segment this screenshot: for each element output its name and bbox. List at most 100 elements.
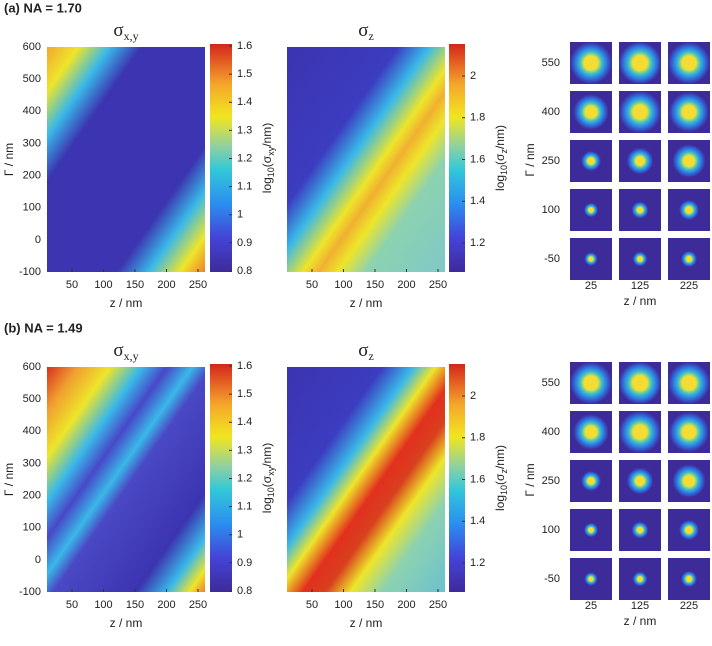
spot-col-label: 25 [585, 600, 597, 612]
spot-row-label: 100 [542, 524, 560, 536]
cb-sub: xy [266, 466, 276, 476]
colorbar-tick-label: 1.2 [237, 152, 252, 164]
x-axis-label: z / nm [350, 296, 383, 310]
cb-base: 10 [266, 167, 276, 177]
y-tick-label: 400 [23, 105, 41, 117]
colorbar-tick-label: 1.3 [237, 124, 252, 136]
x-tick-label: 100 [94, 279, 112, 291]
spot-image [668, 189, 710, 231]
spot-image [619, 91, 661, 133]
colorbar [449, 364, 465, 592]
title-subscript: z [368, 29, 373, 43]
spot-image [570, 91, 612, 133]
map-title: σz [358, 20, 374, 42]
spot-image [570, 362, 612, 404]
y-tick-label: 300 [23, 457, 41, 469]
cb-open: (σ [493, 473, 507, 485]
cb-close: /nm) [493, 445, 507, 469]
spot-image [619, 411, 661, 453]
spot-row-label: 400 [542, 106, 560, 118]
y-tick-label: 500 [23, 393, 41, 405]
colorbar-tick-label: 2 [470, 390, 476, 402]
y-axis-label: Γ / nm [2, 143, 16, 176]
x-tick-label: 100 [94, 599, 112, 611]
colorbar-tick-label: 1 [237, 529, 243, 541]
heatmap [47, 47, 205, 272]
map-title: σx,y [113, 340, 138, 362]
heatmap [287, 47, 445, 272]
cb-base: 10 [499, 165, 509, 175]
x-tick-label: 50 [66, 599, 78, 611]
map-title: σx,y [113, 20, 138, 42]
y-tick-label: 0 [35, 554, 41, 566]
x-tick-label: 200 [157, 279, 175, 291]
panel-label: (b) NA = 1.49 [4, 320, 83, 335]
y-tick-label: 0 [35, 234, 41, 246]
cb-prefix: log [260, 497, 274, 513]
spot-image [570, 509, 612, 551]
colorbar-tick-label: 1.3 [237, 444, 252, 456]
x-tick-label: 50 [66, 279, 78, 291]
x-axis-label: z / nm [110, 616, 143, 630]
spot-x-label: z / nm [624, 614, 657, 628]
x-tick-label: 150 [366, 279, 384, 291]
cb-open: (σ [260, 475, 274, 487]
colorbar-label: log10(σz/nm) [493, 125, 509, 191]
cb-open: (σ [260, 155, 274, 167]
colorbar-tick-label: 1.8 [470, 112, 485, 124]
spot-image [619, 558, 661, 600]
cb-open: (σ [493, 153, 507, 165]
colorbar-tick-label: 1.4 [470, 515, 485, 527]
spot-y-label: Γ / nm [523, 143, 537, 176]
spot-col-label: 225 [680, 600, 698, 612]
cb-sub: xy [266, 146, 276, 156]
cb-base: 10 [499, 485, 509, 495]
colorbar-tick-label: 1.4 [470, 195, 485, 207]
colorbar-tick-label: 0.9 [237, 557, 252, 569]
spot-image [570, 140, 612, 182]
spot-image [668, 362, 710, 404]
spot-row-label: -50 [544, 253, 560, 265]
y-tick-label: 600 [23, 361, 41, 373]
colorbar-tick-label: 1.2 [470, 557, 485, 569]
spot-image [570, 460, 612, 502]
y-tick-label: 400 [23, 425, 41, 437]
heatmap [287, 367, 445, 592]
colorbar-tick-label: 1.5 [237, 388, 252, 400]
colorbar-tick-label: 1.2 [470, 237, 485, 249]
x-tick-label: 200 [397, 599, 415, 611]
colorbar-tick-label: 1.1 [237, 181, 252, 193]
x-tick-label: 50 [306, 599, 318, 611]
colorbar-tick-label: 0.8 [237, 265, 252, 277]
x-tick-label: 250 [429, 599, 447, 611]
colorbar-label: log10(σxy/nm) [260, 443, 276, 513]
spot-image [619, 42, 661, 84]
x-tick-label: 250 [429, 279, 447, 291]
x-axis-label: z / nm [350, 616, 383, 630]
spot-image [570, 238, 612, 280]
cb-sub: z [499, 149, 509, 154]
colorbar-tick-label: 0.9 [237, 237, 252, 249]
title-subscript: x,y [124, 349, 139, 363]
cb-prefix: log [493, 175, 507, 191]
colorbar-tick-label: 1 [237, 209, 243, 221]
spot-image [668, 460, 710, 502]
spot-row-label: 550 [542, 57, 560, 69]
spot-image [619, 460, 661, 502]
colorbar [449, 44, 465, 272]
x-axis-label: z / nm [110, 296, 143, 310]
y-tick-label: 100 [23, 202, 41, 214]
spot-row-label: 400 [542, 426, 560, 438]
colorbar-tick-label: 1.6 [237, 360, 252, 372]
x-tick-label: 150 [126, 279, 144, 291]
colorbar-tick-label: 1.4 [237, 96, 252, 108]
cb-base: 10 [266, 487, 276, 497]
x-tick-label: 250 [189, 599, 207, 611]
colorbar-tick-label: 1.5 [237, 68, 252, 80]
cb-prefix: log [493, 495, 507, 511]
title-subscript: x,y [124, 29, 139, 43]
title-symbol: σ [113, 340, 123, 361]
x-tick-label: 50 [306, 279, 318, 291]
spot-image [668, 91, 710, 133]
